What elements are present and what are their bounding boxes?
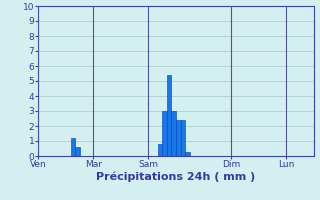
- Bar: [167, 75, 172, 156]
- X-axis label: Précipitations 24h ( mm ): Précipitations 24h ( mm ): [96, 172, 256, 182]
- Bar: [176, 120, 180, 156]
- Bar: [162, 111, 167, 156]
- Bar: [158, 144, 162, 156]
- Bar: [70, 138, 75, 156]
- Bar: [172, 111, 176, 156]
- Bar: [185, 152, 190, 156]
- Bar: [180, 120, 185, 156]
- Bar: [75, 147, 80, 156]
